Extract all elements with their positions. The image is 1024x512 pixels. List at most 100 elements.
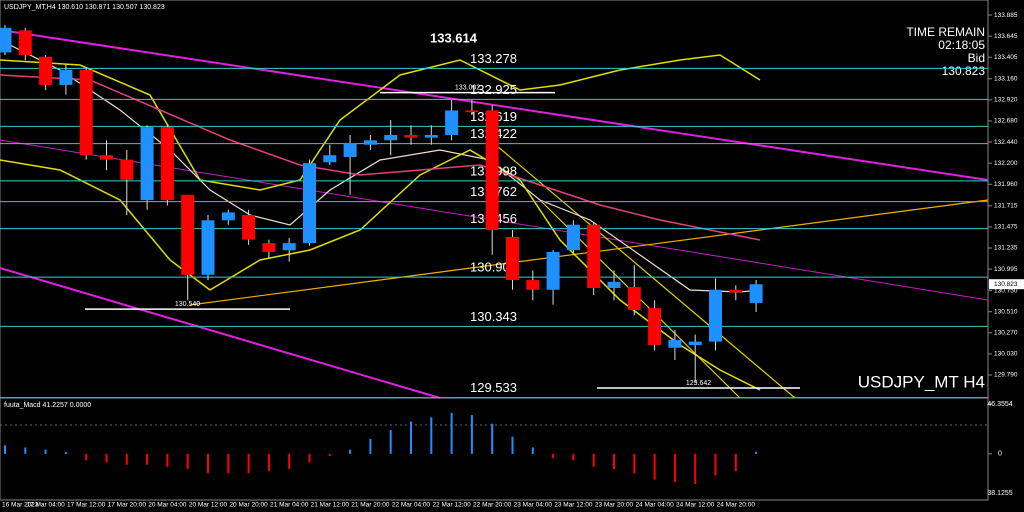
- candle-body: [18, 30, 32, 56]
- candle-body: [648, 308, 662, 346]
- x-tick-label: 21 Mar 20:00: [351, 502, 390, 509]
- level-label: 129.533: [470, 380, 517, 395]
- macd-bar: [24, 447, 27, 454]
- macd-bar: [288, 453, 291, 469]
- y-tick-label: 130.510: [994, 308, 1018, 315]
- macd-bar: [653, 453, 656, 480]
- level-label: 130.903: [470, 260, 517, 275]
- macd-bar: [734, 453, 737, 472]
- macd-bar: [44, 449, 47, 454]
- candle-body: [404, 135, 418, 138]
- y-tick-label: 133.160: [994, 75, 1018, 82]
- level-label: 130.343: [470, 309, 517, 324]
- bold-level: 133.614: [430, 30, 478, 45]
- candle-body: [59, 69, 73, 85]
- x-tick-label: 16 Mar 2023: [2, 502, 39, 509]
- annotation-label: 129.642: [686, 380, 711, 387]
- x-tick-label: 24 Mar 12:00: [676, 502, 715, 509]
- x-tick-label: 20 Mar 12:00: [189, 502, 228, 509]
- frame: [0, 0, 989, 501]
- macd-bar: [125, 453, 128, 465]
- candle-body: [100, 155, 113, 160]
- candle-body: [485, 110, 499, 230]
- candle-body: [39, 56, 53, 85]
- candle-body: [566, 224, 580, 251]
- trend-line: [489, 139, 796, 399]
- macd-bar: [186, 453, 189, 469]
- macd-bar: [613, 453, 615, 469]
- y-tick-label: 46.3554: [987, 401, 1012, 408]
- candle-body: [627, 287, 641, 310]
- x-tick-label: 23 Mar 12:00: [554, 502, 593, 509]
- candle-body: [160, 127, 174, 201]
- macd-bar: [146, 453, 149, 465]
- macd-bar: [64, 451, 67, 454]
- trend-line: [0, 29, 989, 181]
- macd-bar: [166, 453, 169, 467]
- candle-body: [181, 194, 195, 275]
- macd-bar: [531, 447, 534, 454]
- macd-bar: [349, 449, 352, 454]
- x-tick-label: 23 Mar 04:00: [514, 502, 553, 509]
- annotation-label: 133.002: [455, 85, 480, 92]
- x-tick-label: 22 Mar 12:00: [432, 502, 471, 509]
- macd-bar: [410, 421, 412, 454]
- y-tick-label: 129.790: [994, 372, 1018, 379]
- y-tick-label: 130.995: [994, 266, 1018, 273]
- y-tick-label: 132.440: [994, 139, 1018, 146]
- candle-body: [323, 155, 337, 163]
- candle-body: [526, 280, 540, 290]
- macd-bar: [247, 453, 250, 474]
- candle-body: [79, 69, 93, 156]
- x-tick-label: 17 Mar 20:00: [108, 502, 147, 509]
- macd-bar: [85, 453, 88, 461]
- y-tick-label: 131.960: [994, 181, 1018, 188]
- moving-average: [0, 74, 761, 241]
- macd-bar: [552, 453, 555, 459]
- x-tick-label: 23 Mar 20:00: [595, 502, 634, 509]
- x-tick-label: 22 Mar 04:00: [392, 502, 431, 509]
- candle-body: [201, 220, 215, 275]
- x-tick-label: 24 Mar 20:00: [717, 502, 756, 509]
- bid-label: Bid: [968, 51, 985, 65]
- macd-bar: [592, 453, 595, 467]
- candle-body: [465, 110, 479, 113]
- time-remain: 02:18:05: [938, 38, 985, 52]
- candle-body: [668, 339, 682, 348]
- candle-body: [546, 251, 560, 290]
- macd-title: fuuta_Macd 41.2257 0.0000: [4, 402, 91, 409]
- y-tick-label: 133.645: [994, 33, 1018, 40]
- macd-bar: [207, 453, 209, 474]
- macd-min-label: 38.1255: [987, 490, 1012, 497]
- candle-body: [303, 163, 316, 244]
- macd-bar: [4, 445, 6, 454]
- bid-marker-label: 130.823: [994, 281, 1018, 288]
- candle-body: [445, 110, 459, 136]
- annotation-label: 130.540: [175, 301, 200, 308]
- y-tick-label: 0: [998, 451, 1002, 458]
- y-tick-label: 131.235: [994, 245, 1018, 252]
- level-label: 133.278: [470, 51, 517, 66]
- candle-body: [0, 27, 12, 53]
- x-tick-label: 21 Mar 12:00: [311, 502, 350, 509]
- macd-bar: [470, 415, 473, 454]
- candle-body: [242, 215, 256, 240]
- macd-bar: [308, 453, 311, 463]
- y-tick-label: 130.030: [994, 351, 1018, 358]
- candle-body: [729, 289, 743, 293]
- y-tick-label: 130.750: [994, 287, 1018, 294]
- x-tick-label: 20 Mar 04:00: [148, 502, 187, 509]
- y-tick-label: 133.885: [994, 12, 1018, 19]
- y-tick-label: 130.270: [994, 330, 1018, 337]
- candle-body: [424, 135, 438, 138]
- macd-bar: [714, 453, 717, 476]
- x-tick-label: 20 Mar 20:00: [229, 502, 268, 509]
- macd-bar: [511, 436, 514, 454]
- candle-body: [221, 212, 235, 221]
- macd-bar: [328, 453, 331, 457]
- macd-bar: [227, 453, 230, 474]
- candle-body: [749, 284, 763, 303]
- macd-bar: [633, 453, 636, 474]
